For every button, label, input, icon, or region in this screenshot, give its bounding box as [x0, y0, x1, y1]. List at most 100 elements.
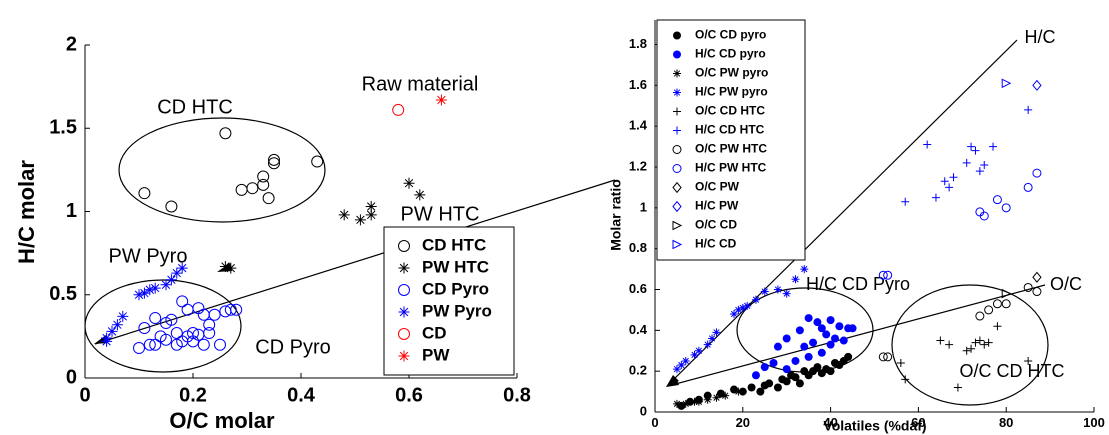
marker [414, 189, 426, 201]
legend-marker [672, 181, 682, 194]
marker [268, 153, 280, 166]
marker [690, 350, 699, 359]
marker [101, 332, 113, 344]
ellipse [84, 279, 242, 373]
marker [230, 303, 243, 316]
marker [165, 274, 177, 286]
y-tick-label: 1.6 [629, 77, 647, 92]
annotation: PW Pyro [109, 245, 188, 267]
y-axis-label: Molar ratio [608, 179, 624, 251]
marker [975, 167, 984, 176]
marker [839, 336, 848, 345]
x-tick-label: 0.6 [395, 384, 423, 406]
marker [901, 375, 910, 384]
marker [800, 265, 809, 274]
marker [747, 383, 756, 392]
marker [208, 308, 221, 321]
marker [149, 338, 162, 351]
marker [813, 363, 822, 372]
arrow-head [666, 378, 679, 387]
y-tick-label: 1.5 [49, 117, 77, 139]
trend-line [667, 284, 1046, 387]
marker [782, 289, 791, 298]
marker [826, 367, 835, 376]
marker [782, 365, 791, 374]
y-tick-label: 1.8 [629, 36, 647, 51]
marker [1032, 168, 1042, 178]
legend-marker [673, 88, 681, 97]
marker [694, 397, 703, 406]
marker [945, 340, 954, 349]
ellipse [118, 117, 326, 223]
x-tick-label: 0.8 [503, 384, 531, 406]
legend-marker [398, 306, 410, 318]
x-tick-label: 0 [651, 415, 658, 430]
marker [804, 352, 813, 361]
marker [830, 334, 839, 343]
legend-marker [673, 126, 681, 135]
legend-label: PW HTC [422, 257, 489, 276]
marker [681, 356, 690, 365]
marker [1032, 79, 1042, 91]
marker [219, 260, 231, 272]
marker [117, 310, 129, 322]
marker [176, 262, 188, 274]
marker [769, 359, 778, 367]
marker [144, 284, 156, 296]
marker [984, 338, 993, 347]
marker [257, 178, 270, 191]
legend-label: PW [422, 345, 450, 364]
marker [160, 279, 172, 291]
marker [176, 295, 189, 308]
legend-label: CD Pyro [422, 279, 489, 298]
marker [730, 310, 739, 318]
y-tick-label: 0.6 [629, 281, 647, 296]
marker [354, 214, 366, 226]
legend-label: H/C CD HTC [695, 123, 765, 137]
marker [712, 328, 721, 337]
marker [703, 395, 712, 404]
x-tick-label: 0.2 [179, 384, 207, 406]
marker [111, 319, 123, 331]
y-tick-label: 0.8 [629, 240, 647, 255]
legend-marker [672, 164, 682, 173]
marker [1001, 203, 1011, 213]
marker [677, 361, 686, 370]
marker [165, 200, 178, 213]
marker [782, 334, 791, 343]
marker [1032, 287, 1042, 297]
marker [979, 211, 989, 221]
marker [953, 383, 962, 392]
marker [844, 352, 853, 361]
legend-marker [672, 239, 683, 250]
x-tick-label: 100 [1083, 415, 1105, 430]
y-tick-label: 1 [66, 200, 77, 222]
y-tick-label: 2 [66, 33, 77, 55]
legend-box [656, 19, 806, 261]
marker [975, 336, 984, 345]
marker [804, 314, 813, 323]
marker [980, 160, 989, 169]
marker [738, 303, 747, 312]
marker [822, 330, 831, 339]
marker [392, 103, 405, 116]
legend-label: O/C CD [695, 218, 737, 232]
marker [197, 308, 210, 321]
marker [1024, 356, 1033, 365]
marker [817, 348, 826, 357]
marker [181, 303, 194, 316]
marker [923, 140, 932, 149]
marker [993, 322, 1002, 331]
trend-line [667, 39, 1018, 386]
legend-marker [672, 145, 682, 154]
arrow-head [666, 375, 679, 387]
marker [984, 305, 994, 315]
marker [160, 333, 172, 346]
legend-marker [398, 262, 410, 274]
marker [165, 313, 178, 326]
marker [751, 295, 760, 304]
marker [219, 127, 232, 140]
marker [681, 399, 690, 408]
marker [106, 325, 118, 337]
marker [992, 299, 1002, 309]
